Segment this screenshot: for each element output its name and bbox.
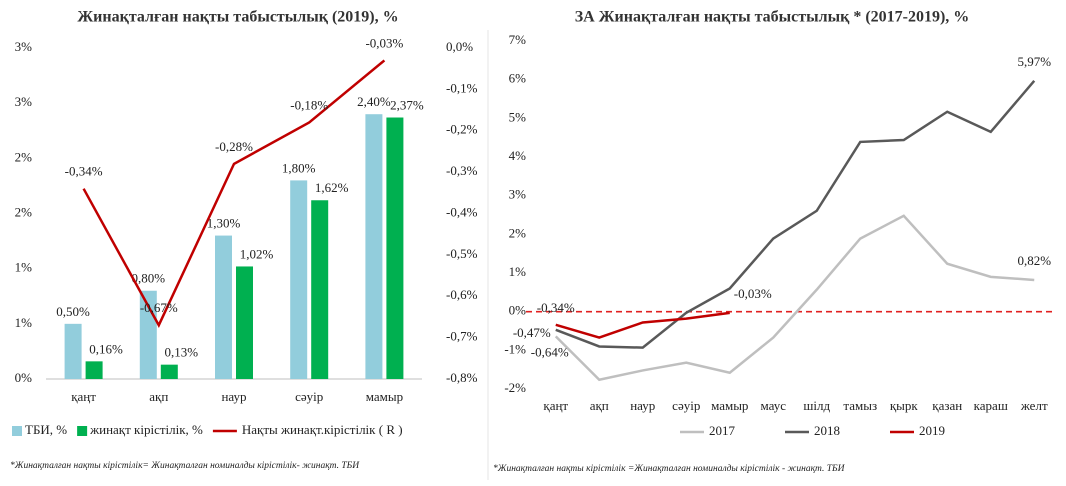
data-label: 1,02%: [240, 246, 274, 261]
legend-swatch: [77, 426, 88, 436]
data-label: -0,34%: [537, 300, 575, 315]
y2-tick-label: -0,3%: [446, 163, 478, 178]
data-label: -0,47%: [513, 325, 551, 340]
legend-label: 2018: [814, 423, 840, 438]
y-tick-label: 2%: [509, 225, 527, 240]
y2-tick-label: -0,1%: [446, 80, 478, 95]
data-label: 0,13%: [165, 345, 199, 360]
y-tick-label: 3%: [15, 39, 33, 54]
y2-tick-label: -0,2%: [446, 122, 478, 137]
bar: [85, 361, 103, 379]
y-tick-label: 1%: [509, 264, 527, 279]
footnote: *Жинақталған нақты кірістілік =Жинақталғ…: [493, 463, 846, 474]
x-tick-label: қазан: [932, 398, 962, 413]
y2-tick-label: -0,4%: [446, 204, 478, 219]
x-tick-label: қырк: [890, 398, 919, 413]
y-tick-label: 0%: [509, 303, 527, 318]
line-series: [82, 59, 386, 328]
legend-label: ТБИ, %: [25, 422, 67, 437]
data-label: -0,34%: [65, 164, 103, 179]
x-tick-label: желт: [1020, 398, 1048, 413]
data-label: -0,67%: [140, 300, 178, 315]
legend-swatch: [12, 426, 22, 436]
x-tick-label: мамыр: [366, 389, 403, 404]
y2-tick-label: 0,0%: [446, 39, 473, 54]
bar: [215, 235, 232, 379]
legend-label: 2017: [709, 423, 736, 438]
y-tick-label: 0%: [15, 370, 33, 385]
data-label: 0,80%: [132, 271, 166, 286]
x-tick-label: тамыз: [843, 398, 877, 413]
line-series: [555, 80, 1036, 349]
y-tick-label: 1%: [15, 315, 33, 330]
y-tick-label: 6%: [509, 71, 527, 86]
legend-label: жинақт кірістілік, %: [89, 422, 203, 437]
y-tick-label: 7%: [509, 32, 527, 47]
x-tick-label: қаңт: [71, 389, 96, 404]
y2-tick-label: -0,6%: [446, 287, 478, 302]
y-tick-label: 5%: [509, 109, 527, 124]
bar: [64, 323, 82, 379]
bar: [365, 114, 383, 379]
footnote: *Жинақталған нақты кірістілік= Жинақталғ…: [10, 460, 360, 471]
x-tick-label: сәуір: [672, 398, 700, 413]
y-tick-label: 3%: [15, 94, 33, 109]
chart-title: Жинақталған нақты табыстылық (2019), %: [77, 9, 398, 26]
x-tick-label: шілд: [803, 398, 830, 413]
line-series: [554, 214, 1035, 382]
x-tick-label: караш: [974, 398, 1008, 413]
data-label: 1,62%: [315, 180, 349, 195]
legend-label: Нақты жинақт.кірістілік ( R ): [242, 422, 403, 437]
data-label: -0,03%: [365, 35, 403, 50]
data-label: -0,18%: [290, 97, 328, 112]
y-tick-label: 3%: [509, 187, 527, 202]
x-tick-label: наур: [221, 389, 246, 404]
data-label: -0,28%: [215, 139, 253, 154]
data-label: 0,82%: [1017, 253, 1051, 268]
legend-label: 2019: [919, 423, 945, 438]
x-tick-label: ақп: [590, 398, 609, 413]
bar: [311, 200, 329, 379]
x-tick-label: қаңт: [543, 398, 568, 413]
x-tick-label: ақп: [149, 389, 168, 404]
data-label: 2,37%: [390, 97, 424, 112]
bar: [386, 117, 404, 379]
x-tick-label: маус: [760, 398, 786, 413]
data-label: 0,50%: [56, 304, 90, 319]
x-tick-label: сәуір: [295, 389, 323, 404]
y-tick-label: -2%: [504, 380, 526, 395]
y-tick-label: -1%: [504, 341, 526, 356]
x-tick-label: мамыр: [711, 398, 748, 413]
y-tick-label: 1%: [15, 260, 33, 275]
data-label: 5,97%: [1017, 54, 1051, 69]
y2-tick-label: -0,5%: [446, 246, 478, 261]
y-tick-label: 4%: [509, 148, 527, 163]
y-tick-label: 2%: [15, 149, 33, 164]
y2-tick-label: -0,8%: [446, 370, 478, 385]
data-label: 1,30%: [207, 216, 241, 231]
bar: [160, 364, 178, 379]
data-label: 2,40%: [357, 94, 391, 109]
line-series: [555, 311, 730, 339]
bar: [290, 180, 308, 379]
y2-tick-label: -0,7%: [446, 329, 478, 344]
y-tick-label: 2%: [15, 204, 33, 219]
x-tick-label: наур: [630, 398, 655, 413]
data-label: 0,16%: [89, 341, 123, 356]
bar: [236, 266, 253, 379]
chart-title: ЗА Жинақталған нақты табыстылық * (2017-…: [575, 9, 970, 26]
data-label: -0,64%: [531, 344, 569, 359]
data-label: 1,80%: [282, 160, 316, 175]
data-label: -0,03%: [734, 286, 772, 301]
